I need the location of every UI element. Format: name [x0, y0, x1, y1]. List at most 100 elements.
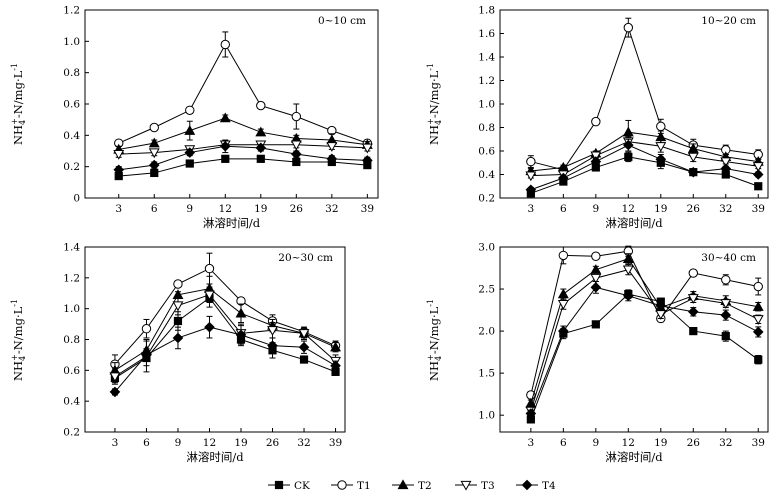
x-tick-label: 39 [752, 437, 765, 449]
series [526, 17, 763, 175]
x-tick-label: 6 [560, 203, 567, 215]
y-axis-label-part: + [10, 354, 19, 361]
data-point [267, 326, 278, 336]
y-axis-label-part: NH [427, 361, 441, 381]
y-axis-label-part: -N/mg·L [427, 306, 441, 354]
series-line [114, 288, 336, 371]
data-point [591, 320, 600, 329]
data-point [173, 316, 183, 326]
x-tick-label: 26 [687, 203, 701, 215]
x-tick-label: 12 [622, 437, 635, 449]
data-point [290, 140, 302, 151]
data-point [623, 290, 634, 302]
y-axis-label-part: 4 [434, 356, 443, 361]
data-point [688, 268, 698, 278]
series [113, 139, 373, 176]
data-point [221, 154, 230, 163]
x-tick-label: 39 [329, 437, 342, 449]
y-axis-label-part: -N/mg·L [427, 70, 441, 118]
x-tick-label: 3 [528, 437, 535, 449]
y-tick-label: 0.4 [63, 396, 80, 408]
data-point [255, 142, 267, 154]
data-point [591, 116, 601, 127]
data-point [149, 122, 159, 133]
data-point [173, 279, 183, 289]
y-axis-label-part: -N/mg·L [11, 70, 25, 118]
data-point [148, 159, 160, 171]
data-point [687, 152, 699, 163]
data-point [235, 329, 247, 341]
y-tick-label: 2.5 [478, 284, 495, 296]
series [109, 315, 341, 398]
y-axis-label-part: + [426, 354, 435, 361]
legend-marker [460, 480, 472, 491]
y-axis-label-part: + [426, 118, 435, 125]
data-point [362, 155, 373, 166]
data-point [557, 288, 569, 299]
x-axis-label: 淋溶时间/d [605, 450, 663, 464]
data-point [141, 349, 152, 361]
legend-marker [397, 479, 409, 490]
series-line [530, 141, 759, 177]
y-tick-label: 1.8 [478, 5, 495, 17]
data-point [109, 372, 121, 383]
y-tick-label: 0.6 [478, 146, 495, 158]
legend-marker [337, 480, 347, 490]
data-point [622, 126, 634, 137]
series-line [118, 145, 368, 171]
series [525, 138, 764, 196]
data-point [752, 169, 764, 180]
panel-title: 0~10 cm [318, 15, 366, 27]
x-tick-label: 39 [752, 203, 765, 215]
series-line [530, 131, 759, 172]
legend-label: T4 [542, 480, 556, 492]
y-tick-label: 1.0 [478, 410, 495, 422]
x-tick-label: 9 [592, 437, 599, 449]
series [109, 286, 341, 385]
data-point [720, 157, 732, 168]
series-line [530, 286, 759, 414]
y-tick-label: 0.2 [63, 161, 80, 173]
data-point [326, 153, 338, 165]
y-axis-label: NH4+-N/mg·L-1 [426, 299, 443, 381]
y-tick-label: 1.2 [478, 75, 495, 87]
series [526, 151, 763, 198]
data-point [754, 182, 763, 191]
y-tick-label: 1.4 [478, 52, 495, 64]
data-point [204, 263, 215, 274]
data-point [624, 152, 633, 161]
data-point [291, 111, 302, 122]
x-tick-label: 12 [622, 203, 635, 215]
legend-item: T4 [516, 479, 556, 492]
y-tick-label: 0.8 [63, 334, 80, 346]
y-axis-label-part: -1 [10, 299, 19, 307]
series-line [114, 267, 336, 365]
data-point [655, 153, 667, 165]
data-point [590, 156, 602, 167]
series-line [530, 250, 759, 396]
x-tick-label: 3 [528, 203, 535, 215]
data-point [330, 341, 341, 352]
chart-panel: 0.2 0.4 0.6 0.8 1.0 1.2 1.4 1.6 1.8 3 6 9 12 19 26 32 39… [426, 5, 769, 230]
data-point [299, 355, 309, 364]
data-point [204, 321, 215, 333]
y-tick-label: 1.0 [478, 99, 495, 111]
data-point [330, 360, 341, 372]
y-tick-label: 1.6 [478, 28, 495, 40]
y-tick-label: 1.0 [63, 36, 80, 48]
data-point [526, 156, 536, 167]
data-point [148, 137, 160, 148]
series-line [530, 258, 759, 404]
data-point [720, 163, 732, 174]
data-point [622, 253, 634, 263]
y-tick-label: 0.2 [63, 427, 80, 439]
data-point [687, 306, 699, 318]
x-tick-label: 6 [560, 437, 567, 449]
legend-marker [274, 480, 284, 490]
data-point [291, 148, 302, 160]
legend-item: T1 [331, 480, 371, 492]
x-axis-label: 淋溶时间/d [186, 450, 244, 464]
chart-panel: 0 0.2 0.4 0.6 0.8 1.0 1.2 3 6 9 12 19 26 32 39 淋溶时间/d NH… [10, 5, 379, 230]
legend-label: CK [294, 480, 310, 492]
series-line [118, 158, 368, 177]
